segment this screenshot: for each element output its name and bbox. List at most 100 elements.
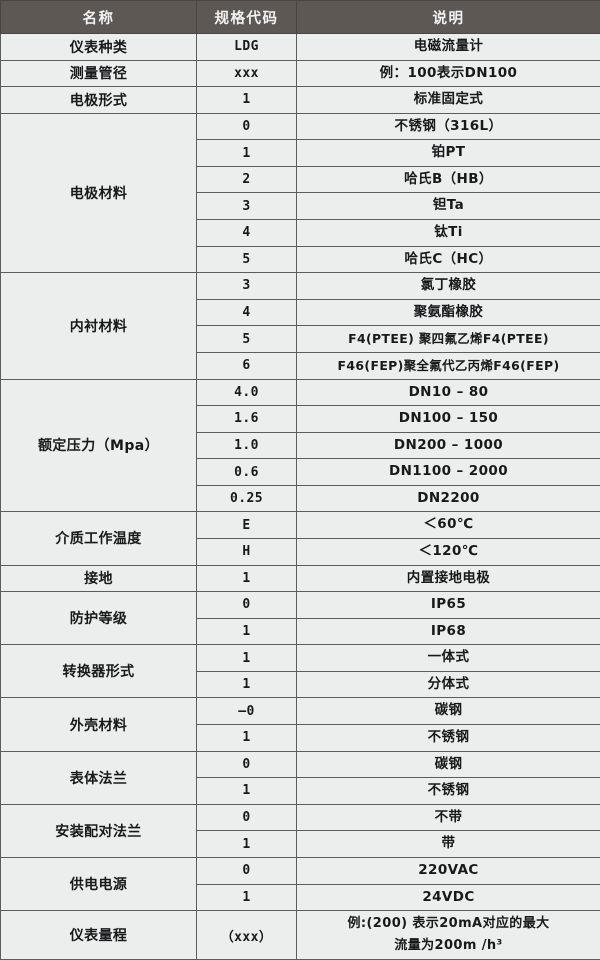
column-header-desc: 说明 xyxy=(297,1,600,34)
spec-code-cell: 0 xyxy=(197,592,297,619)
description-cell: F46(FEP)聚全氟代乙丙烯F46(FEP) xyxy=(297,352,600,379)
spec-code-cell: 1.0 xyxy=(197,432,297,459)
spec-code-cell: 1 xyxy=(197,778,297,805)
description-cell: 钛Ti xyxy=(297,220,600,247)
row-group-name: 内衬材料 xyxy=(1,273,197,379)
spec-code-cell: 3 xyxy=(197,273,297,300)
spec-code-cell: 5 xyxy=(197,246,297,273)
spec-code-cell: LDG xyxy=(197,34,297,61)
spec-code-cell: 1 xyxy=(197,618,297,645)
description-cell: DN1100 – 2000 xyxy=(297,459,600,486)
description-cell: 碳钢 xyxy=(297,751,600,778)
spec-code-cell: 1 xyxy=(197,140,297,167)
description-cell: 一体式 xyxy=(297,645,600,672)
row-group-name: 电极材料 xyxy=(1,113,197,272)
spec-code-cell: 5 xyxy=(197,326,297,353)
spec-code-cell: E xyxy=(197,512,297,539)
description-cell: 钽Ta xyxy=(297,193,600,220)
spec-code-cell: xxx xyxy=(197,60,297,87)
spec-code-cell: 4 xyxy=(197,299,297,326)
spec-code-cell: 2 xyxy=(197,166,297,193)
spec-code-cell: H xyxy=(197,538,297,565)
description-line: 例:(200) 表示20mA对应的最大 xyxy=(301,913,596,935)
description-cell: 标准固定式 xyxy=(297,87,600,114)
description-cell: IP65 xyxy=(297,592,600,619)
description-cell: ＜120℃ xyxy=(297,538,600,565)
description-cell: DN100 – 150 xyxy=(297,406,600,433)
description-cell: 铂PT xyxy=(297,140,600,167)
description-cell: 不锈钢 xyxy=(297,778,600,805)
description-cell: 分体式 xyxy=(297,671,600,698)
column-header-name: 名称 xyxy=(1,1,197,34)
spec-code-cell: 4.0 xyxy=(197,379,297,406)
column-header-code: 规格代码 xyxy=(197,1,297,34)
description-cell: 不锈钢（316L） xyxy=(297,113,600,140)
spec-code-cell: 1.6 xyxy=(197,406,297,433)
description-cell: IP68 xyxy=(297,618,600,645)
spec-code-cell: 0 xyxy=(197,751,297,778)
row-group-name: 供电电源 xyxy=(1,857,197,910)
spec-code-cell: 3 xyxy=(197,193,297,220)
table-header: 名称 规格代码 说明 xyxy=(1,1,600,34)
description-cell: 例:(200) 表示20mA对应的最大流量为200m /h³ xyxy=(297,911,600,960)
row-group-name: 测量管径 xyxy=(1,60,197,87)
table-row: 仪表量程（xxx）例:(200) 表示20mA对应的最大流量为200m /h³ xyxy=(1,911,600,960)
spec-code-cell: 1 xyxy=(197,884,297,911)
description-cell: 哈氏B（HB） xyxy=(297,166,600,193)
description-cell: 碳钢 xyxy=(297,698,600,725)
row-group-name: 转换器形式 xyxy=(1,645,197,698)
spec-code-cell: 0.25 xyxy=(197,485,297,512)
row-group-name: 表体法兰 xyxy=(1,751,197,804)
row-group-name: 安装配对法兰 xyxy=(1,804,197,857)
row-group-name: 接地 xyxy=(1,565,197,592)
description-cell: DN10 – 80 xyxy=(297,379,600,406)
spec-code-cell: 6 xyxy=(197,352,297,379)
spec-code-cell: 0.6 xyxy=(197,459,297,486)
description-cell: 聚氨酯橡胶 xyxy=(297,299,600,326)
description-cell: 内置接地电极 xyxy=(297,565,600,592)
row-group-name: 仪表种类 xyxy=(1,34,197,61)
description-cell: DN200 – 1000 xyxy=(297,432,600,459)
description-cell: 220VAC xyxy=(297,857,600,884)
row-group-name: 额定压力（Mpa） xyxy=(1,379,197,512)
description-cell: F4(PTEE) 聚四氟乙烯F4(PTEE) xyxy=(297,326,600,353)
description-cell: DN2200 xyxy=(297,485,600,512)
row-group-name: 仪表量程 xyxy=(1,911,197,960)
spec-code-cell: 1 xyxy=(197,725,297,752)
row-group-name: 外壳材料 xyxy=(1,698,197,751)
spec-code-cell: 0 xyxy=(197,113,297,140)
spec-code-cell: 4 xyxy=(197,220,297,247)
description-cell: 哈氏C（HC） xyxy=(297,246,600,273)
description-cell: 电磁流量计 xyxy=(297,34,600,61)
spec-code-cell: 1 xyxy=(197,671,297,698)
description-cell: 不锈钢 xyxy=(297,725,600,752)
header-row: 名称 规格代码 说明 xyxy=(1,1,600,34)
row-group-name: 防护等级 xyxy=(1,592,197,645)
description-cell: ＜60℃ xyxy=(297,512,600,539)
spec-code-cell: 1 xyxy=(197,831,297,858)
description-cell: 不带 xyxy=(297,804,600,831)
row-group-name: 电极形式 xyxy=(1,87,197,114)
row-group-name: 介质工作温度 xyxy=(1,512,197,565)
description-cell: 带 xyxy=(297,831,600,858)
spec-code-cell: 1 xyxy=(197,645,297,672)
spec-code-cell: 0 xyxy=(197,804,297,831)
spec-code-cell: 1 xyxy=(197,87,297,114)
spec-code-cell: （xxx） xyxy=(197,911,297,960)
spec-code-cell: 1 xyxy=(197,565,297,592)
spec-code-cell: –0 xyxy=(197,698,297,725)
